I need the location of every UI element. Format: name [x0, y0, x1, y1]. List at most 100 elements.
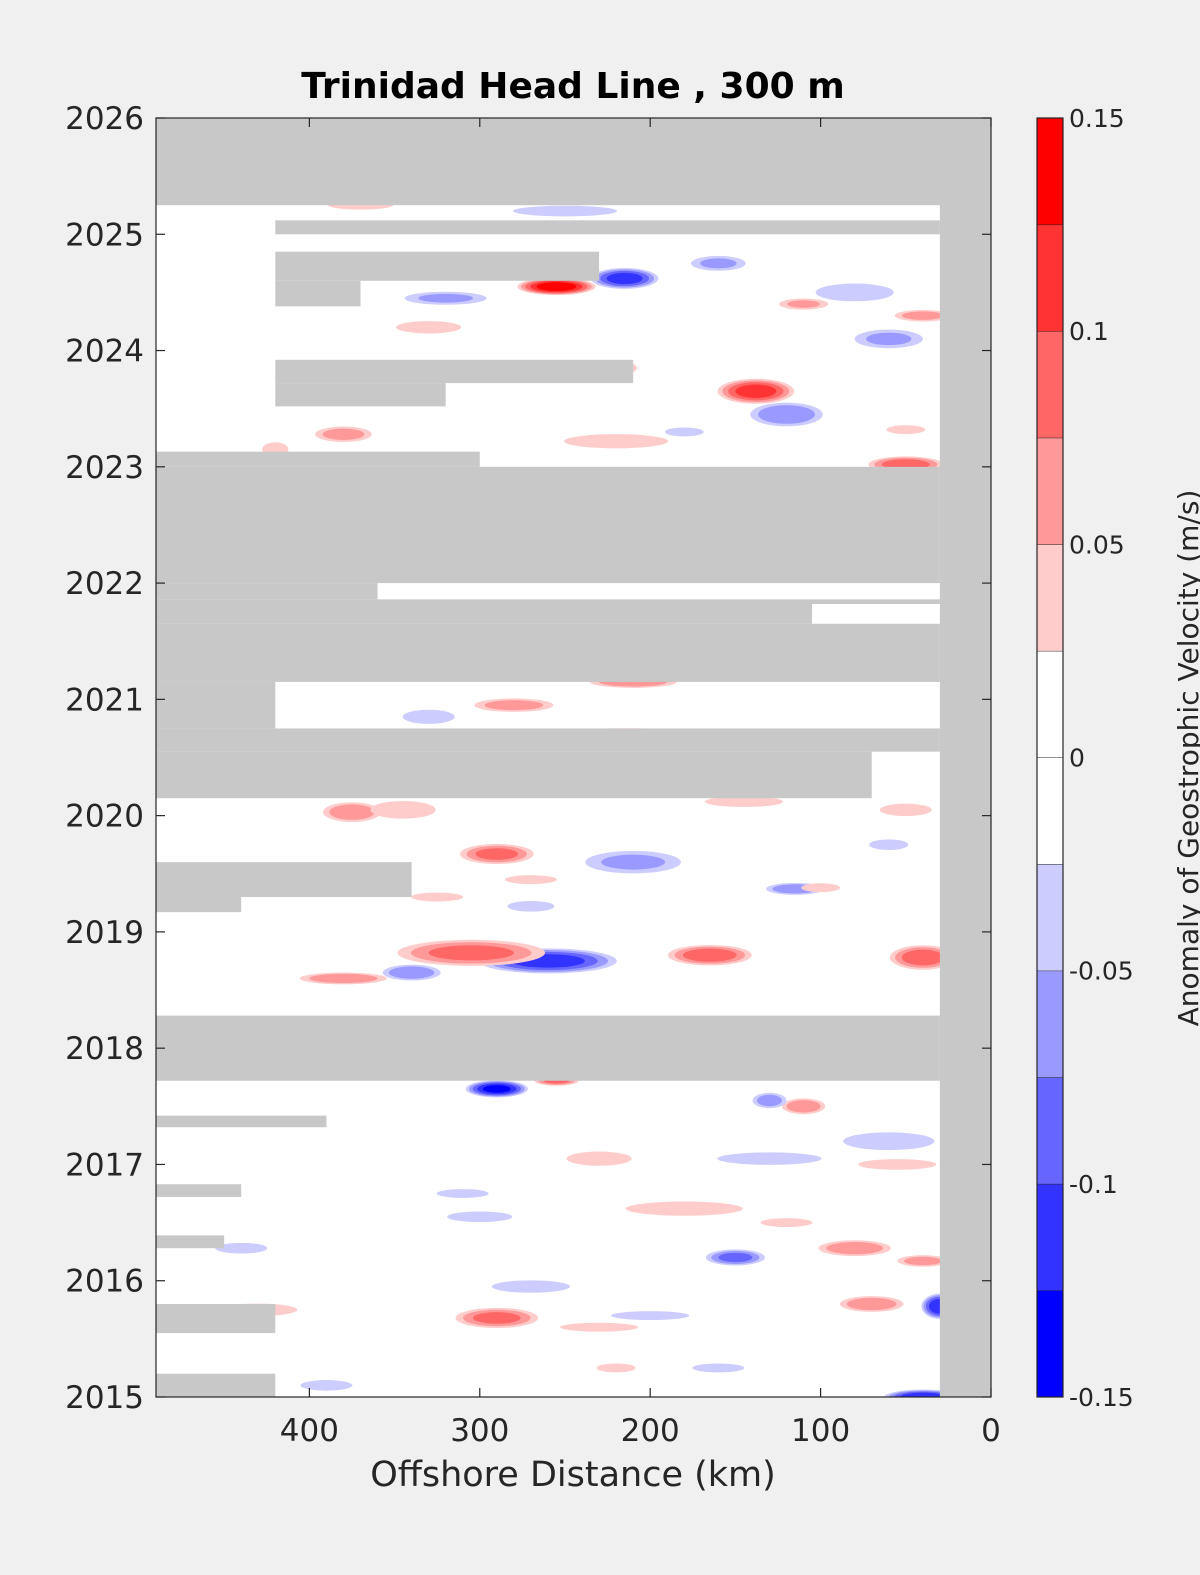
contour-level	[901, 311, 944, 320]
missing-band-21	[156, 1303, 276, 1334]
anomaly-blob-55	[566, 1151, 632, 1166]
missing-band-19	[156, 1184, 242, 1198]
contour-level	[309, 973, 378, 984]
x-tick-label: 200	[621, 1413, 680, 1449]
anomaly-blob-8	[889, 945, 956, 970]
anomaly-blob-51	[869, 839, 909, 851]
anomaly-blob-39	[404, 291, 487, 305]
colorbar-segment	[1037, 544, 1063, 651]
contour-level	[428, 945, 514, 961]
anomaly-blob-2	[717, 378, 795, 404]
contour-level	[512, 205, 618, 217]
missing-band-6	[156, 451, 480, 467]
contour-level	[436, 1189, 489, 1198]
missing-band-14	[156, 751, 872, 799]
anomaly-blob-28	[507, 901, 555, 912]
contour-level	[596, 1363, 636, 1373]
anomaly-blob-24	[818, 1240, 891, 1257]
anomaly-blob-22	[752, 1092, 787, 1109]
contour-level	[396, 321, 462, 334]
colorbar-label: Anomaly of Geostrophic Velocity (m/s)	[1172, 490, 1200, 1027]
contour-level	[411, 892, 464, 902]
missing-band-22	[156, 1373, 276, 1397]
anomaly-blob-50	[704, 796, 783, 808]
contour-level	[536, 282, 577, 291]
contour-level	[756, 1094, 782, 1107]
contour-level	[560, 1322, 639, 1332]
contour-level	[611, 1311, 690, 1321]
contour-level	[564, 434, 669, 449]
anomaly-blob-16	[323, 802, 381, 823]
x-tick-label: 300	[450, 1413, 509, 1449]
anomaly-blob-69	[760, 1218, 813, 1228]
contour-level	[735, 384, 777, 398]
anomaly-blob-54	[801, 883, 841, 893]
missing-band-15	[156, 862, 412, 898]
plot-frame	[155, 117, 992, 1398]
anomaly-blob-19	[300, 972, 387, 985]
anomaly-blob-0	[517, 278, 596, 296]
chart-title: Trinidad Head Line , 300 m	[301, 66, 844, 107]
contour-level	[682, 948, 737, 962]
contour-level	[801, 883, 841, 893]
anomaly-blob-58	[858, 1159, 937, 1170]
contour-level	[900, 1392, 946, 1397]
contour-level	[215, 1242, 268, 1254]
contour-level	[846, 1297, 897, 1311]
contour-level	[760, 1218, 813, 1228]
contour-level	[901, 949, 944, 966]
y-tick-label: 2018	[65, 1031, 144, 1067]
anomaly-contours	[215, 200, 962, 1397]
anomaly-blob-67	[596, 1363, 636, 1373]
anomaly-blob-35	[854, 329, 923, 349]
contour-level	[625, 1201, 743, 1216]
colorbar-segment	[1037, 331, 1063, 438]
missing-band-18	[156, 1115, 327, 1128]
x-tick-label: 100	[791, 1413, 850, 1449]
y-axis-ticks: 2015 2016 2017 2018 2019 2020 2021 2022 2023 2024…	[65, 101, 991, 1416]
contour-level	[484, 700, 544, 711]
anomaly-blob-17	[370, 800, 436, 819]
anomaly-blob-60	[447, 1211, 513, 1223]
missing-band-4	[275, 359, 634, 384]
missing-band-23	[939, 118, 991, 1397]
contour-level	[692, 1363, 745, 1373]
x-axis-label: Offshore Distance (km)	[370, 1455, 776, 1495]
contour-level	[717, 1152, 822, 1165]
contour-level	[664, 427, 704, 437]
colorbar-segment	[1037, 970, 1063, 1078]
colorbar-tick-label: 0	[1069, 744, 1085, 773]
colorbar-frame	[1036, 117, 1064, 1398]
missing-band-1	[275, 220, 940, 235]
y-tick-label: 2015	[65, 1380, 144, 1416]
contour-level	[826, 1241, 884, 1255]
y-tick-label: 2021	[65, 682, 144, 718]
missing-band-0	[156, 118, 991, 206]
y-tick-label: 2023	[65, 450, 144, 486]
anomaly-blob-36	[778, 298, 829, 310]
missing-data-mask	[156, 118, 991, 1397]
colorbar-segment	[1037, 1077, 1063, 1184]
anomaly-blob-63	[611, 1311, 690, 1321]
colorbar-tick-label: -0.05	[1069, 957, 1134, 986]
anomaly-blob-64	[560, 1322, 639, 1332]
y-tick-label: 2017	[65, 1147, 144, 1183]
missing-band-3	[275, 280, 361, 307]
colorbar-segment	[1037, 437, 1063, 545]
anomaly-blob-68	[692, 1363, 745, 1373]
anomaly-blob-23	[705, 1249, 765, 1266]
contour-level	[491, 1280, 570, 1293]
anomaly-blob-14	[750, 402, 823, 427]
contour-level	[418, 293, 474, 303]
anomaly-blob-57	[843, 1132, 935, 1151]
contour-level	[787, 300, 820, 308]
missing-band-16	[156, 897, 242, 913]
contour-level	[322, 428, 365, 440]
contour-level	[865, 332, 912, 346]
missing-band-13	[156, 728, 940, 752]
contour-level	[718, 1252, 753, 1263]
anomaly-blob-44	[664, 427, 704, 437]
y-tick-label: 2019	[65, 915, 144, 951]
anomaly-blob-1	[590, 268, 659, 289]
